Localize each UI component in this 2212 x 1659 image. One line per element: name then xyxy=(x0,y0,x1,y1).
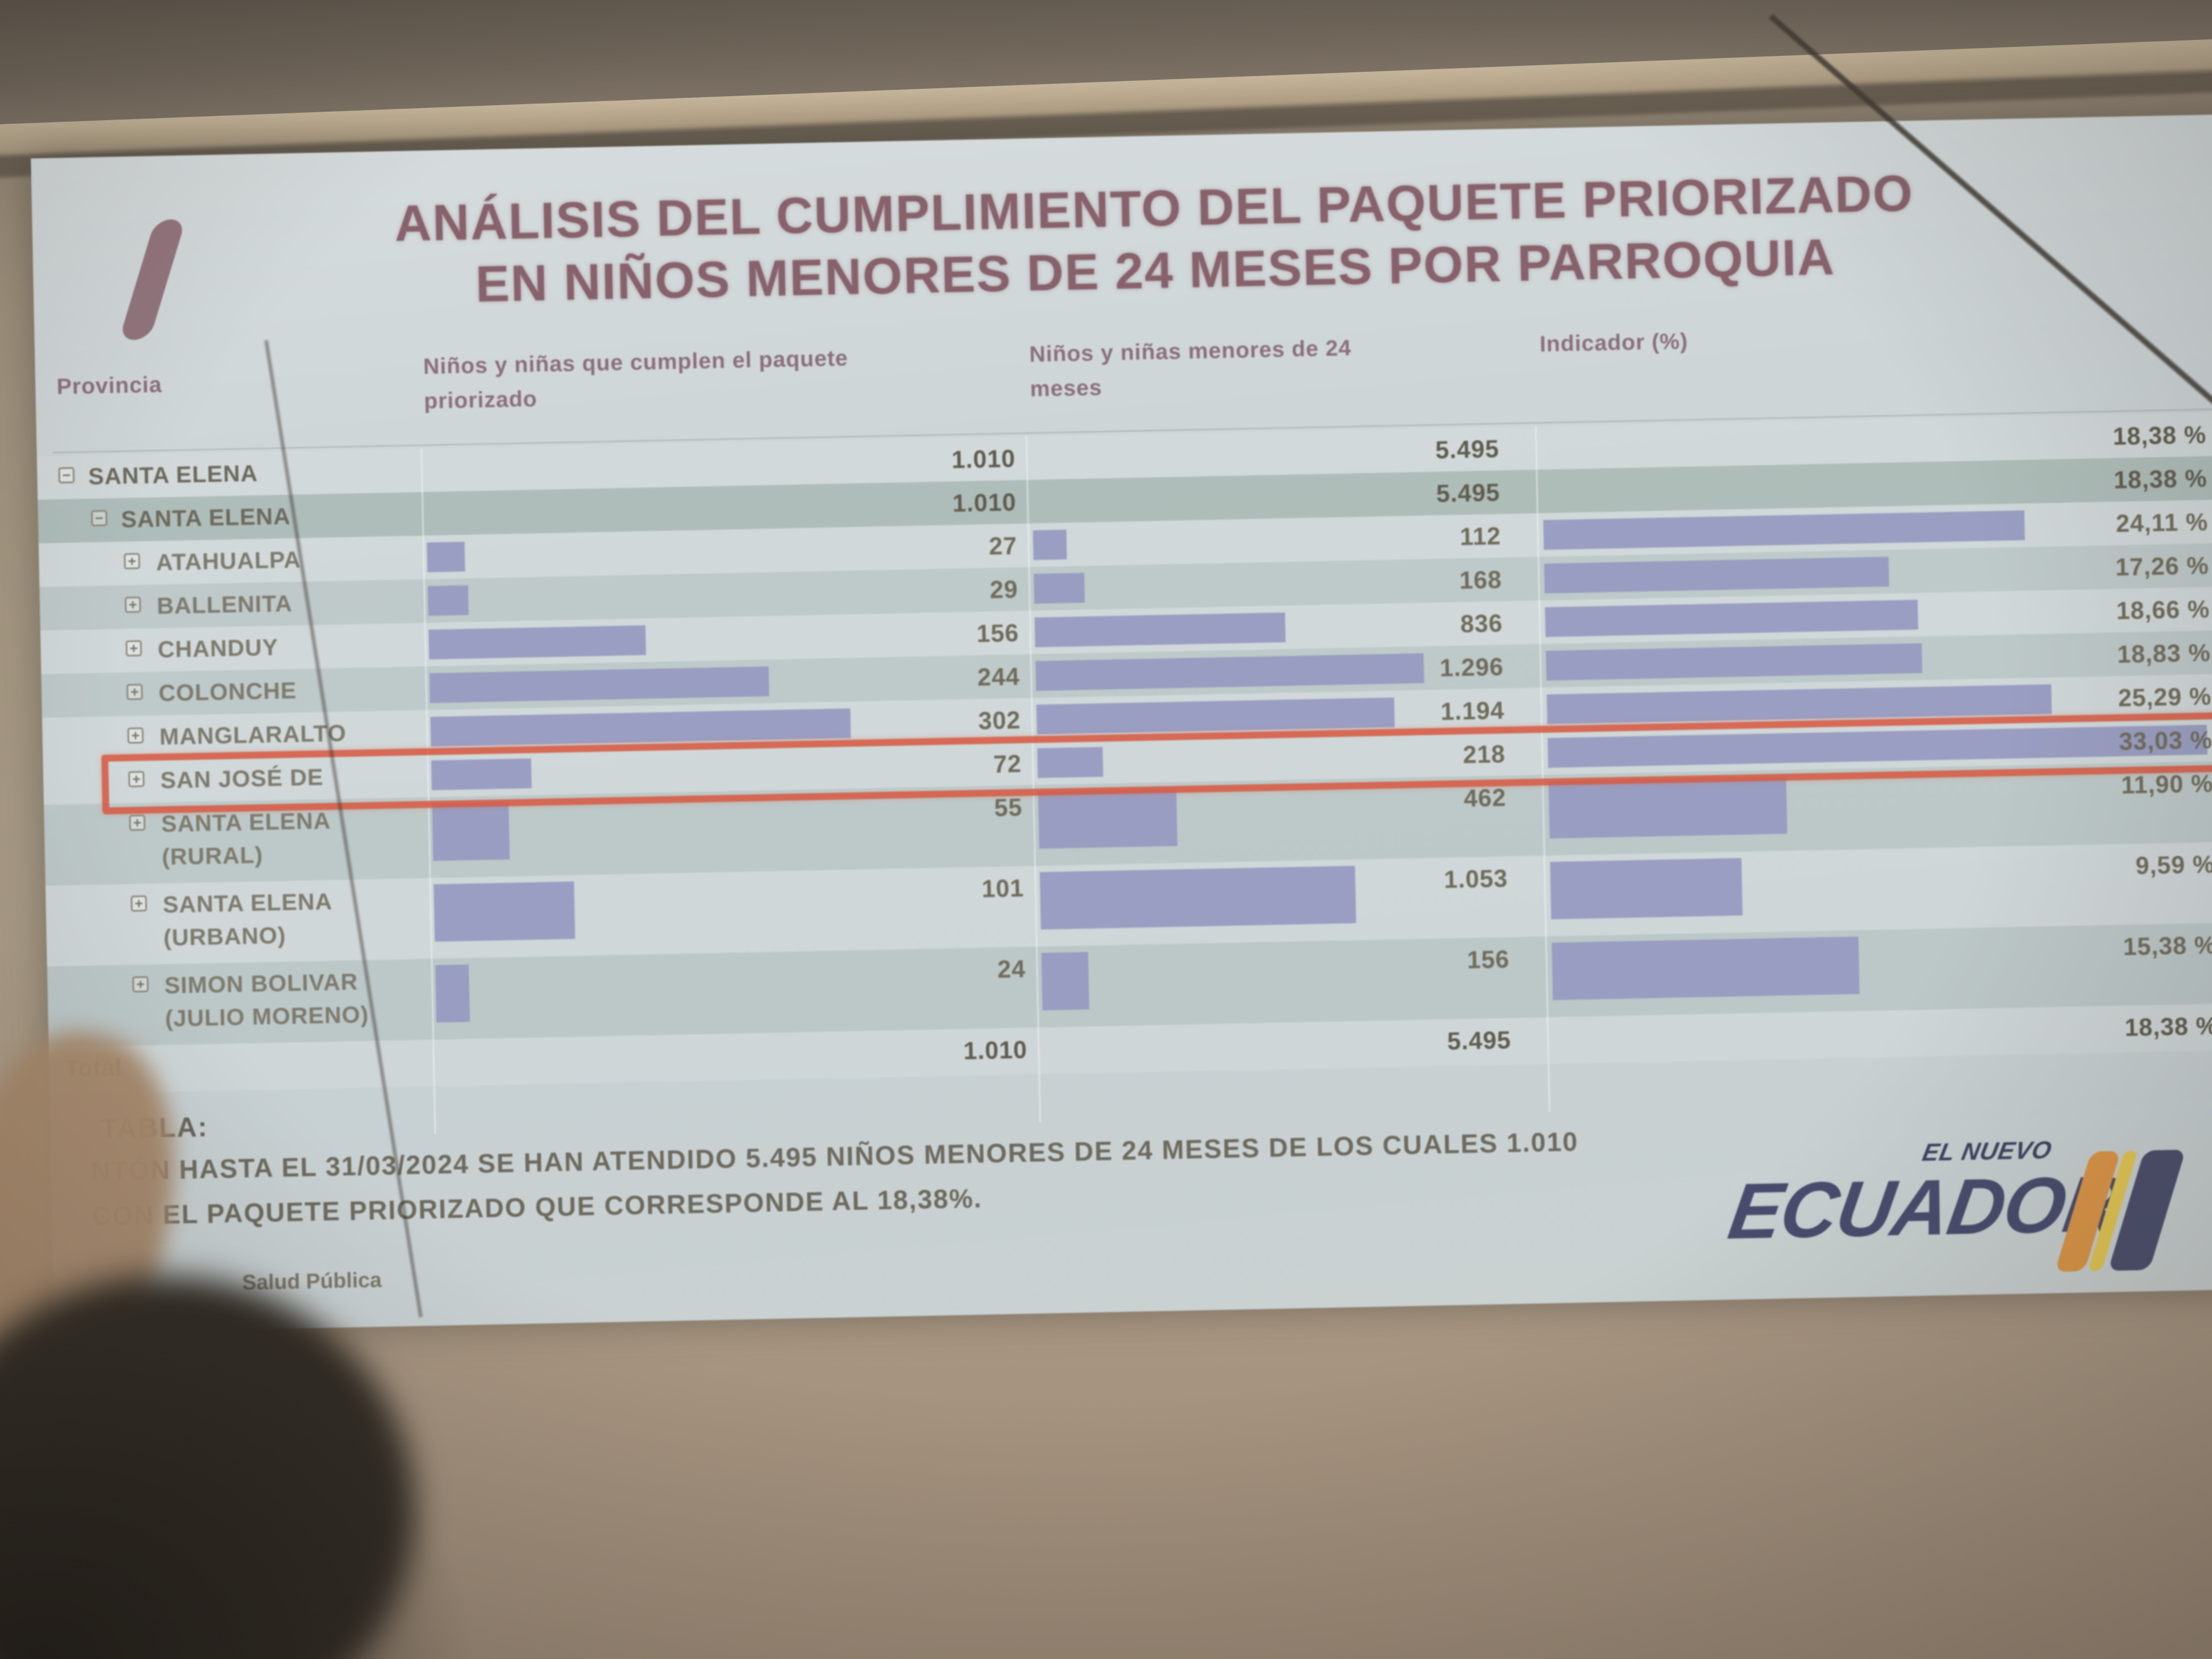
data-bar xyxy=(428,585,469,616)
expand-toggle-icon[interactable]: + xyxy=(132,976,149,993)
value-menores: 168 xyxy=(1459,565,1502,594)
value-menores: 1.053 xyxy=(1444,864,1509,893)
row-label: SANTA ELENA xyxy=(121,503,291,533)
data-bar xyxy=(1034,573,1085,604)
value-indicador: 15,38 % xyxy=(2123,931,2212,961)
notes-line1: NTÓN HASTA EL 31/03/2024 SE HAN ATENDIDO… xyxy=(90,1126,1579,1187)
value-indicador: 18,66 % xyxy=(2116,594,2210,625)
data-bar xyxy=(429,666,769,703)
value-cumplen: 101 xyxy=(981,874,1025,903)
data-bar xyxy=(1034,612,1286,648)
value-cumplen: 244 xyxy=(977,662,1020,691)
row-label: CHANDUY xyxy=(157,634,279,663)
data-bar xyxy=(435,964,470,1023)
data-bar xyxy=(1546,643,1923,681)
data-bar xyxy=(1041,952,1090,1011)
value-indicador: 18,38 % xyxy=(2112,420,2207,450)
row-label: BALLENITA xyxy=(156,590,293,619)
value-menores: 836 xyxy=(1460,609,1503,638)
column-header-provincia: Provincia xyxy=(56,372,163,399)
value-cumplen: 302 xyxy=(978,706,1021,735)
value-menores: 5.495 xyxy=(1436,478,1501,508)
value-menores: 5.495 xyxy=(1435,434,1500,464)
row-label: SIMON BOLIVAR (JULIO MORENO) xyxy=(164,968,370,1032)
data-bar xyxy=(1543,510,2025,550)
value-menores: 112 xyxy=(1460,522,1502,551)
data-bar xyxy=(1038,789,1178,849)
value-indicador: 18,38 % xyxy=(2124,1011,2212,1042)
data-bar xyxy=(1036,697,1395,735)
row-label: ATAHUALPA xyxy=(155,546,301,576)
expand-toggle-icon[interactable]: + xyxy=(124,597,141,613)
data-bar xyxy=(1552,936,1860,1000)
data-bar xyxy=(1035,653,1425,691)
value-cumplen: 27 xyxy=(988,531,1018,560)
column-header-indicador: Indicador (%) xyxy=(1539,328,1688,357)
expand-toggle-icon[interactable]: + xyxy=(123,553,140,569)
expand-toggle-icon[interactable]: − xyxy=(58,467,75,484)
notes-line2: CON EL PAQUETE PRIORIZADO QUE CORRESPOND… xyxy=(91,1183,983,1231)
expand-toggle-icon[interactable]: + xyxy=(130,895,147,912)
projector-slide: ANÁLISIS DEL CUMPLIMIENTO DEL PAQUETE PR… xyxy=(31,113,2212,1334)
slide-title: ANÁLISIS DEL CUMPLIMIENTO DEL PAQUETE PR… xyxy=(138,157,2172,322)
expand-toggle-icon[interactable]: − xyxy=(91,510,107,526)
data-bar xyxy=(426,541,465,573)
value-menores: 1.296 xyxy=(1439,652,1504,682)
value-indicador: 18,83 % xyxy=(2117,638,2211,668)
value-indicador: 18,38 % xyxy=(2113,464,2208,494)
data-bar xyxy=(1550,858,1743,919)
value-cumplen: 24 xyxy=(997,954,1026,983)
data-bar xyxy=(1033,530,1067,560)
value-cumplen: 1.010 xyxy=(963,1035,1028,1065)
expand-toggle-icon[interactable]: + xyxy=(125,640,142,657)
row-label: SANTA ELENA xyxy=(88,460,258,490)
person-silhouette xyxy=(0,1276,415,1659)
data-bar xyxy=(433,881,575,942)
value-menores: 156 xyxy=(1467,945,1510,974)
data-bar xyxy=(1544,557,1889,594)
value-indicador: 17,26 % xyxy=(2115,551,2209,581)
value-indicador: 9,59 % xyxy=(2135,850,2212,879)
column-header-cumplen: Niños y niñas que cumplen el paquete pri… xyxy=(423,345,849,414)
data-bar xyxy=(1548,776,1788,839)
value-menores: 5.495 xyxy=(1447,1026,1512,1055)
data-bar xyxy=(1545,599,1918,638)
data-bar xyxy=(432,802,510,861)
value-cumplen: 29 xyxy=(989,575,1019,604)
data-bar xyxy=(428,625,646,660)
value-cumplen: 1.010 xyxy=(952,488,1017,517)
column-header-menores: Niños y niñas menores de 24 meses xyxy=(1029,335,1352,401)
source-label: Salud Pública xyxy=(242,1268,382,1295)
value-indicador: 24,11 % xyxy=(2115,507,2209,538)
expand-toggle-icon[interactable]: + xyxy=(129,814,146,831)
ecuador-logo: EL NUEVO ECUADOR xyxy=(1699,1128,2208,1292)
expand-toggle-icon[interactable]: + xyxy=(127,727,144,744)
row-label: COLONCHE xyxy=(158,677,297,707)
value-cumplen: 1.010 xyxy=(951,444,1016,474)
expand-toggle-icon[interactable]: + xyxy=(126,683,143,700)
value-cumplen: 156 xyxy=(976,618,1019,648)
row-label: SANTA ELENA (URBANO) xyxy=(162,888,333,951)
data-bar xyxy=(1040,866,1356,930)
